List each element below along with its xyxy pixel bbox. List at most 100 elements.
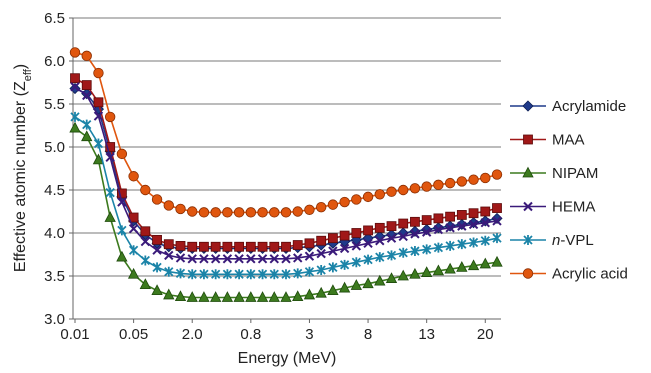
y-tick-label: 5.0 bbox=[44, 139, 65, 156]
legend-marker bbox=[523, 134, 533, 145]
data-point bbox=[210, 207, 221, 218]
data-point bbox=[410, 246, 420, 257]
data-point bbox=[398, 184, 409, 196]
legend-item: Acrylamide bbox=[510, 98, 626, 115]
y-tick-label: 3.5 bbox=[44, 268, 65, 285]
data-point bbox=[432, 222, 444, 234]
data-point bbox=[246, 254, 256, 264]
y-tick-label: 6.5 bbox=[44, 10, 65, 27]
data-point bbox=[128, 171, 139, 182]
data-point bbox=[163, 200, 174, 211]
data-point bbox=[211, 269, 221, 280]
data-point bbox=[93, 97, 104, 108]
data-point bbox=[92, 153, 105, 165]
data-point bbox=[421, 227, 432, 237]
data-point bbox=[444, 177, 456, 189]
data-point bbox=[327, 284, 339, 296]
data-point bbox=[468, 237, 479, 248]
data-point bbox=[432, 264, 445, 276]
data-point bbox=[422, 244, 432, 255]
data-point bbox=[69, 47, 81, 58]
data-point bbox=[234, 269, 244, 280]
x-tick-label: 0.05 bbox=[119, 326, 148, 343]
series-n-vpl bbox=[70, 111, 502, 280]
data-point bbox=[386, 250, 397, 261]
data-point bbox=[293, 253, 303, 263]
y-axis-title-main: Effective atomic number (Z bbox=[12, 81, 29, 272]
x-tick-label: 20 bbox=[477, 326, 494, 343]
data-point bbox=[127, 267, 140, 279]
x-tick-label: 0.01 bbox=[60, 326, 89, 343]
y-tick-label: 4.5 bbox=[44, 182, 65, 199]
data-point bbox=[328, 246, 338, 256]
data-point bbox=[221, 291, 234, 302]
x-tick-label: 3 bbox=[305, 326, 313, 343]
data-point bbox=[199, 241, 209, 252]
legend-label: n-VPL bbox=[552, 232, 594, 249]
x-tick-label: 2.0 bbox=[182, 326, 203, 343]
data-point bbox=[151, 194, 163, 205]
data-point bbox=[82, 119, 92, 130]
data-point bbox=[480, 172, 491, 184]
data-point bbox=[327, 233, 338, 244]
data-point bbox=[70, 73, 80, 84]
data-point bbox=[234, 241, 245, 252]
data-point bbox=[257, 207, 268, 218]
series-acrylic-acid bbox=[69, 47, 503, 218]
series-nipam bbox=[69, 121, 503, 302]
data-point bbox=[81, 130, 93, 142]
data-point bbox=[316, 235, 327, 246]
data-point bbox=[351, 241, 362, 251]
data-point bbox=[256, 291, 269, 302]
data-point bbox=[456, 176, 468, 187]
data-point bbox=[175, 240, 186, 251]
y-tick-label: 6.0 bbox=[44, 53, 65, 70]
data-point bbox=[198, 207, 210, 218]
data-point bbox=[210, 254, 221, 264]
data-point bbox=[152, 262, 162, 273]
data-point bbox=[386, 221, 397, 232]
data-point bbox=[457, 239, 467, 250]
data-point bbox=[292, 206, 303, 217]
data-point bbox=[339, 230, 350, 241]
data-point bbox=[151, 284, 163, 296]
data-point bbox=[421, 266, 433, 277]
data-point bbox=[327, 199, 339, 210]
data-point bbox=[164, 250, 174, 261]
data-point bbox=[281, 241, 291, 252]
data-point bbox=[479, 257, 491, 269]
data-point bbox=[421, 181, 432, 192]
data-point bbox=[456, 210, 467, 220]
data-point bbox=[140, 184, 151, 196]
data-point bbox=[304, 204, 315, 215]
data-point bbox=[492, 216, 502, 226]
y-tick-label: 3.0 bbox=[44, 311, 65, 328]
data-point bbox=[164, 266, 174, 277]
data-point bbox=[81, 50, 92, 62]
series-maa bbox=[70, 73, 502, 252]
data-point bbox=[375, 252, 385, 263]
legend-label: Acrylic acid bbox=[552, 266, 628, 283]
data-point bbox=[398, 231, 408, 242]
legend-marker bbox=[522, 268, 534, 279]
data-point bbox=[175, 203, 186, 215]
data-point bbox=[116, 250, 128, 262]
data-point bbox=[269, 269, 279, 280]
data-point bbox=[245, 241, 256, 252]
data-point bbox=[234, 254, 244, 264]
data-point bbox=[281, 269, 291, 280]
data-point bbox=[187, 254, 197, 264]
data-point bbox=[140, 236, 151, 247]
data-point bbox=[456, 261, 468, 272]
data-point bbox=[222, 241, 233, 252]
data-point bbox=[410, 229, 420, 239]
legend-label: NIPAM bbox=[552, 165, 598, 182]
data-point bbox=[257, 254, 268, 264]
legend-label: MAA bbox=[552, 132, 585, 149]
data-point bbox=[187, 269, 197, 280]
legend-label: HEMA bbox=[552, 199, 595, 216]
data-point bbox=[374, 189, 385, 200]
y-tick-label: 4.0 bbox=[44, 225, 65, 242]
series-hema bbox=[70, 82, 502, 264]
legend-item: n-VPL bbox=[510, 232, 594, 249]
